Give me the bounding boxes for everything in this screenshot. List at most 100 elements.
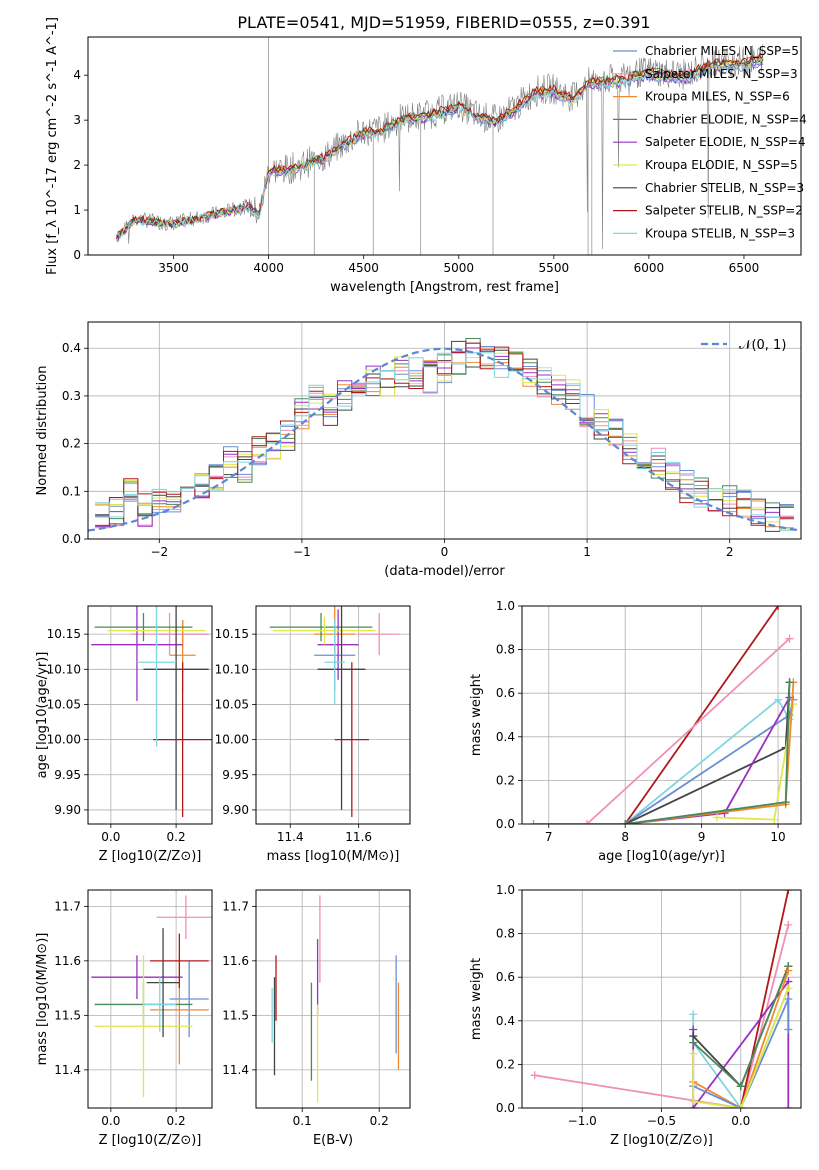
x-axis-label: age [log10(age/yr)] (598, 849, 725, 864)
y-tick-label: 9.90 (222, 803, 249, 817)
x-tick-label: 9 (698, 830, 706, 844)
y-tick-label: 4 (73, 68, 81, 82)
panel-mass-weight-vs-age: 7 8 9 10 0.0 0.2 0.4 0.6 0.8 1.0 age [log10(age/yr… (469, 599, 802, 864)
legend-label: 𝒩(0, 1) (739, 338, 786, 353)
y-tick-label: 2 (73, 158, 81, 172)
plot-area-age-vs-mass (269, 606, 400, 817)
panel-mass-vs-Z: 0.0 0.2 11.4 11.5 11.6 11.7 Z [log10(Z/Z⊙)] mas… (35, 889, 213, 1148)
weight-marker (784, 890, 793, 894)
x-axis-label: Z [log10(Z/Z⊙)] (99, 1133, 202, 1148)
weight-marker (770, 815, 779, 824)
weight-marker (689, 1038, 698, 1047)
plot-area-age-vs-Z (91, 606, 212, 817)
x-tick-label: −0.5 (647, 1114, 676, 1128)
y-tick-label: 1.0 (496, 599, 515, 613)
x-tick-label: −1.0 (568, 1114, 597, 1128)
histogram-step (95, 342, 794, 520)
y-tick-label: 0.0 (496, 817, 515, 831)
weight-marker (712, 813, 721, 822)
axes-frame (255, 605, 411, 825)
x-tick-label: 0.0 (101, 830, 120, 844)
y-tick-label: 9.95 (54, 768, 81, 782)
axes-frame (521, 605, 802, 825)
y-tick-label: 1 (73, 203, 81, 217)
y-tick-label: 0.2 (496, 773, 515, 787)
x-tick-label: −2 (150, 545, 168, 559)
weight-marker (789, 700, 798, 709)
axes-frame (521, 889, 802, 1109)
y-tick-label: 11.7 (222, 899, 249, 913)
x-axis-label: Z [log10(Z/Z⊙)] (610, 1133, 713, 1148)
plot-area-spectrum (116, 37, 764, 255)
figure-title: PLATE=0541, MJD=51959, FIBERID=0555, z=0… (237, 13, 650, 32)
x-tick-label: 0.1 (293, 1114, 312, 1128)
y-tick-label: 0.3 (62, 389, 81, 403)
weight-line (692, 970, 790, 1108)
y-tick-label: 0.1 (62, 484, 81, 498)
y-axis-label: mass [log10(M/M⊙)] (35, 933, 50, 1066)
weight-marker (784, 995, 793, 1003)
plot-area-residuals (88, 338, 801, 532)
x-tick-label: 5500 (539, 261, 570, 275)
x-tick-label: 2 (726, 545, 734, 559)
plot-area-mass-weight-vs-age (529, 606, 798, 824)
y-tick-label: 10.05 (215, 697, 249, 711)
y-axis-label: mass weight (469, 674, 484, 756)
y-axis-label: age [log10(age/yr)] (35, 652, 50, 779)
weight-marker (689, 1049, 698, 1058)
y-tick-label: 10.10 (215, 662, 249, 676)
weight-marker (774, 606, 783, 610)
y-axis-label: mass weight (469, 958, 484, 1040)
x-tick-label: 0.0 (731, 1114, 750, 1128)
y-tick-label: 9.90 (54, 803, 81, 817)
y-tick-label: 0.0 (62, 532, 81, 546)
weight-marker (689, 1010, 698, 1019)
y-tick-label: 11.7 (54, 899, 81, 913)
plot-area-mass-vs-Z (91, 895, 212, 1098)
y-tick-label: 0.0 (496, 1101, 515, 1115)
x-tick-label: 6000 (634, 261, 665, 275)
y-tick-label: 0.6 (496, 686, 515, 700)
y-tick-label: 10.15 (215, 627, 249, 641)
weight-line (625, 682, 791, 824)
weight-line (586, 638, 791, 824)
y-tick-label: 11.5 (222, 1008, 249, 1022)
axes-frame (87, 36, 802, 256)
x-tick-label: 7 (545, 830, 553, 844)
weight-marker (784, 1104, 793, 1108)
x-tick-label: 11.6 (345, 830, 372, 844)
legend-label: Chabrier ELODIE, N_SSP=4 (645, 112, 807, 126)
weight-marker (529, 820, 538, 824)
y-tick-label: 11.5 (54, 1008, 81, 1022)
x-axis-label: Z [log10(Z/Z⊙)] (99, 849, 202, 864)
weight-marker (785, 678, 794, 687)
histogram-step (95, 340, 794, 532)
x-tick-label: 0.2 (167, 1114, 186, 1128)
x-axis-label: wavelength [Angstrom, rest frame] (330, 280, 559, 295)
weight-marker (582, 820, 591, 824)
panel-residuals: −2 −1 0 1 2 0.0 0.1 0.2 0.3 0.4 (data-model)/error… (35, 321, 802, 579)
panel-age-vs-Z: 0.0 0.2 9.90 9.95 10.00 10.05 10.10 10.15 Z [log… (35, 605, 213, 864)
x-tick-label: 6500 (729, 261, 760, 275)
axes-frame (255, 889, 411, 1109)
weight-line (624, 682, 791, 824)
x-tick-label: 0 (441, 545, 449, 559)
weight-marker (781, 798, 790, 807)
x-tick-label: 0.0 (101, 1114, 120, 1128)
weight-line (739, 890, 790, 1108)
x-axis-label: E(B-V) (313, 1133, 353, 1148)
x-tick-label: 11.4 (277, 830, 304, 844)
y-tick-label: 0.2 (496, 1057, 515, 1071)
legend-label: Chabrier STELIB, N_SSP=3 (645, 181, 804, 195)
plot-area-mass-vs-EBV (271, 895, 400, 1103)
x-tick-label: 8 (621, 830, 629, 844)
weight-marker (785, 634, 794, 643)
y-tick-label: 0.8 (496, 927, 515, 941)
weight-marker (530, 1071, 539, 1080)
y-tick-label: 11.4 (54, 1063, 81, 1077)
panel-spectrum: 3500 4000 4500 5000 5500 6000 6500 0 1 2 3 4 wavelen… (45, 17, 807, 295)
x-tick-label: 1 (583, 545, 591, 559)
panel-age-vs-mass: 11.4 11.6 9.90 9.95 10.00 10.05 10.10 10.15 mass… (215, 605, 411, 864)
axes-frame (87, 321, 802, 540)
weight-marker (689, 1097, 698, 1106)
